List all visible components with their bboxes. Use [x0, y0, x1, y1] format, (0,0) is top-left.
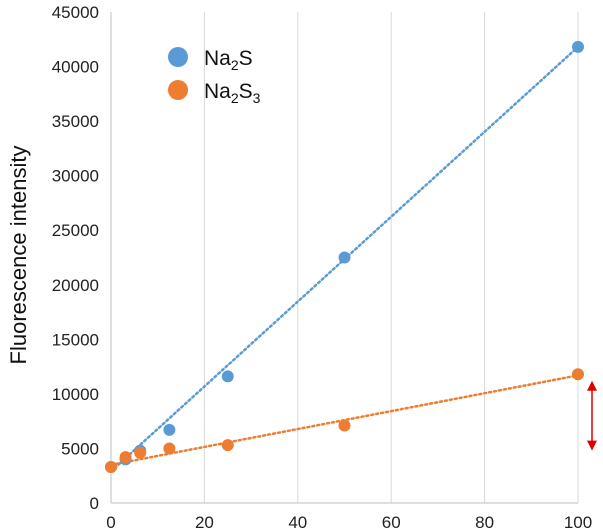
legend: Na2S Na2S3 [168, 47, 261, 106]
x-tick-label: 60 [382, 513, 401, 532]
x-tick-labels: 0 20 40 60 80 100 [106, 513, 592, 532]
axes [110, 12, 578, 504]
grid-lines [203, 12, 579, 503]
y-tick-labels: 0 5000 10000 15000 20000 25000 30000 35000 40000… [52, 3, 99, 513]
y-axis-label: Fluorescence intensity [6, 146, 31, 365]
data-point-na2s [572, 40, 584, 53]
y-tick-label: 10000 [52, 385, 99, 404]
y-tick-label: 20000 [52, 276, 99, 295]
legend-label-na2s3: Na2S3 [204, 80, 261, 106]
data-point-na2s [163, 423, 176, 436]
data-points [105, 40, 584, 473]
x-tick-label: 40 [288, 513, 307, 532]
data-point-na2s3 [119, 451, 132, 464]
data-point-na2s3 [221, 439, 234, 452]
y-tick-label: 30000 [52, 167, 99, 186]
arrow-head-up [587, 380, 598, 391]
data-point-na2s [338, 251, 351, 264]
x-tick-label: 0 [106, 513, 115, 532]
data-point-na2s3 [134, 446, 147, 459]
legend-marker-na2s [168, 47, 188, 67]
data-point-na2s3 [105, 460, 117, 473]
y-tick-label: 35000 [52, 112, 99, 131]
x-tick-label: 80 [475, 513, 494, 532]
y-tick-label: 45000 [52, 3, 99, 22]
data-point-na2s [221, 370, 234, 383]
y-tick-label: 25000 [52, 221, 99, 240]
y-tick-label: 5000 [61, 439, 99, 458]
legend-item-na2s3: Na2S3 [168, 80, 261, 106]
difference-arrow [587, 380, 598, 451]
data-point-na2s3 [338, 419, 351, 432]
y-tick-label: 40000 [52, 58, 99, 77]
y-tick-label: 15000 [52, 330, 99, 349]
arrow-head-down [587, 440, 598, 451]
x-tick-label: 100 [564, 513, 592, 532]
legend-item-na2s: Na2S [168, 47, 253, 73]
data-point-na2s3 [572, 368, 584, 381]
y-tick-label: 0 [90, 494, 99, 513]
legend-label-na2s: Na2S [204, 47, 253, 73]
legend-marker-na2s3 [168, 80, 188, 100]
data-point-na2s3 [163, 442, 176, 455]
x-tick-label: 20 [195, 513, 214, 532]
